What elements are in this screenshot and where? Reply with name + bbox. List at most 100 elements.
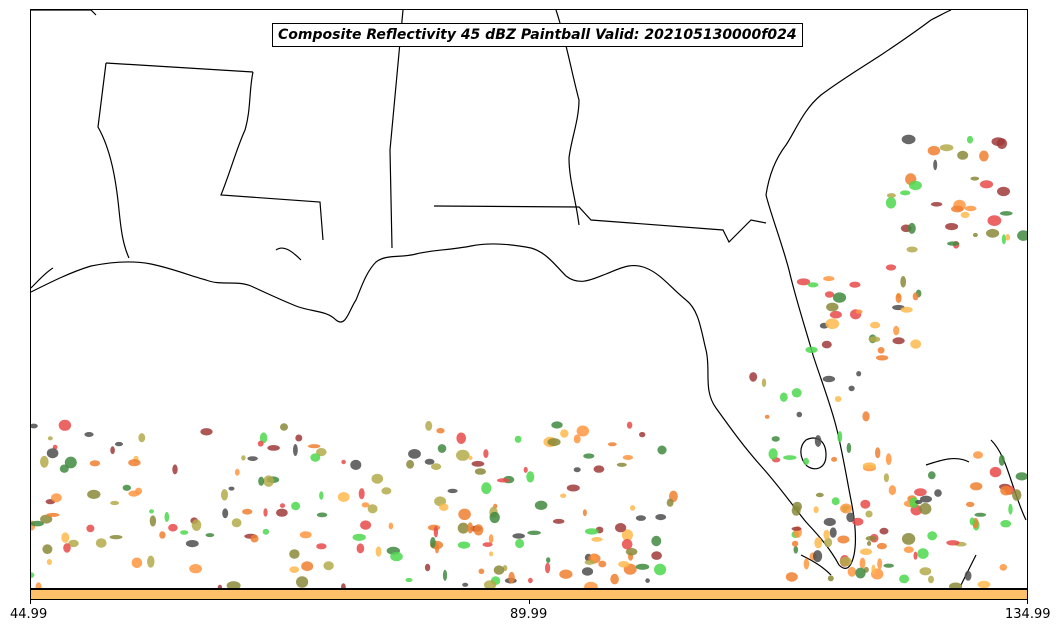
paintball-blob xyxy=(276,508,288,517)
paintball-blob xyxy=(966,135,974,144)
paintball-blob xyxy=(481,482,492,495)
paintball-blob xyxy=(559,569,573,579)
map-panel: Composite Reflectivity 45 dBZ Paintball … xyxy=(30,9,1028,589)
paintball-blob xyxy=(837,535,850,544)
paintball-blob xyxy=(582,509,587,517)
paintball-blob xyxy=(584,559,595,565)
paintball-blob xyxy=(584,581,598,588)
paintball-blob xyxy=(933,159,938,171)
paintball-blob xyxy=(84,432,94,437)
paintball-blob xyxy=(839,556,852,567)
paintball-blob xyxy=(823,517,836,527)
paintball-blob xyxy=(352,533,366,541)
paintball-blob xyxy=(560,429,569,438)
paintball-blob xyxy=(785,572,798,582)
paintball-blob xyxy=(247,456,258,461)
paintball-blob xyxy=(621,529,634,541)
paintball-blob xyxy=(823,276,835,282)
paintball-blob xyxy=(489,551,494,557)
paintball-blob xyxy=(635,515,647,521)
paintball-blob xyxy=(876,542,887,550)
paintball-blob xyxy=(893,325,900,336)
paintball-blob xyxy=(862,462,876,470)
paintball-blob xyxy=(947,241,960,246)
paintball-blob xyxy=(930,202,943,207)
paintball-blob xyxy=(514,435,522,443)
paintball-blob xyxy=(908,222,916,234)
map-canvas xyxy=(31,10,1027,588)
paintball-blob xyxy=(999,564,1008,571)
paintball-blob xyxy=(439,503,449,511)
paintball-blob xyxy=(390,551,403,562)
paintball-blob xyxy=(885,453,892,466)
paintball-blob xyxy=(862,411,870,422)
paintball-blob xyxy=(852,517,864,526)
paintball-blob xyxy=(424,458,435,465)
paintball-blob xyxy=(291,501,301,511)
paintball-blob xyxy=(771,436,780,442)
paintball-blob xyxy=(262,528,270,535)
paintball-blob xyxy=(960,211,970,219)
paintball-blob xyxy=(406,459,415,469)
paintball-blob xyxy=(846,512,855,523)
paintball-blob xyxy=(883,473,890,483)
paintball-blob xyxy=(875,355,889,361)
paintball-blob xyxy=(474,468,486,475)
paintball-blob xyxy=(796,278,811,286)
paintball-blob xyxy=(42,544,53,555)
paintball-blob xyxy=(310,453,321,462)
paintball-blob xyxy=(128,459,141,467)
paintball-blob xyxy=(946,540,960,546)
paintball-blob xyxy=(35,582,42,588)
paintball-blob xyxy=(319,491,324,500)
paintball-blob xyxy=(815,492,824,498)
paintball-blob xyxy=(847,566,857,577)
coastline-gulf xyxy=(31,194,857,569)
paintball-blob xyxy=(986,228,1000,238)
paintball-blob xyxy=(972,232,978,238)
paintball-blob xyxy=(545,562,551,574)
paintball-blob xyxy=(301,561,314,572)
paintball-blob xyxy=(879,527,889,535)
paintball-blob xyxy=(821,340,832,349)
state-line-la-ar xyxy=(105,62,254,73)
paintball-blob xyxy=(615,523,627,533)
paintball-blob xyxy=(573,467,581,473)
paintball-blob xyxy=(560,493,567,499)
paintball-blob xyxy=(886,193,896,198)
paintball-blob xyxy=(998,454,1005,466)
paintball-blob xyxy=(885,264,897,271)
paintball-blob xyxy=(913,551,918,560)
paintball-blob xyxy=(576,425,589,437)
paintball-blob xyxy=(630,505,636,511)
colorbar-tick-label-min: 44.99 xyxy=(10,607,48,622)
paintball-blob xyxy=(824,537,833,548)
state-line-ms-al xyxy=(389,10,404,249)
paintball-blob xyxy=(870,321,881,329)
paintball-blob xyxy=(31,520,44,527)
paintball-blob xyxy=(837,431,843,443)
coastline-atlantic xyxy=(765,10,952,196)
paintball-blob xyxy=(289,566,300,573)
paintball-blob xyxy=(293,444,298,456)
paintball-blob xyxy=(483,449,489,459)
paintball-blob xyxy=(46,512,60,517)
paintball-blob xyxy=(172,464,178,475)
paintball-blob xyxy=(892,337,905,345)
colorbar-tick-label-mid: 89.99 xyxy=(510,607,548,622)
paintball-blob xyxy=(375,546,382,557)
paintball-blob xyxy=(1000,211,1013,216)
paintball-blob xyxy=(221,489,228,501)
paintball-blob xyxy=(473,524,484,536)
paintball-blob xyxy=(149,515,157,527)
paintball-blob xyxy=(40,455,49,468)
paintball-blob xyxy=(964,205,977,212)
paintball-blob xyxy=(381,487,392,495)
paintball-blob xyxy=(964,570,972,581)
paintball-blob xyxy=(164,511,170,523)
paintball-blob xyxy=(909,497,919,509)
paintball-blob xyxy=(189,564,203,574)
paintball-blob xyxy=(666,498,674,507)
paintball-blob xyxy=(1005,234,1011,241)
paintball-blob xyxy=(447,488,458,494)
